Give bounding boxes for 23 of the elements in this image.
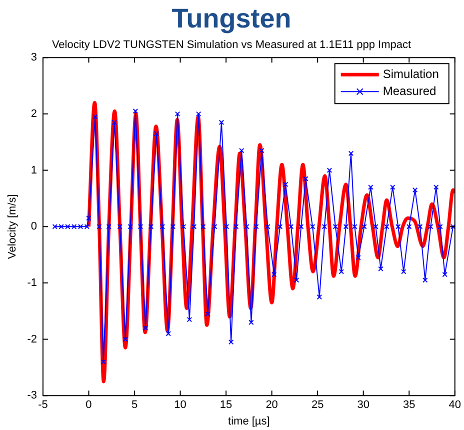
x-axis-title: time [µs] xyxy=(228,415,270,428)
y-tick-label: -3 xyxy=(27,390,37,402)
legend-label: Measured xyxy=(382,84,436,98)
y-tick-label: -1 xyxy=(27,276,37,289)
legend-label: Simulation xyxy=(382,66,439,81)
x-tick-label: 5 xyxy=(131,399,138,412)
x-tick-label: 0 xyxy=(86,399,92,412)
x-tick-label: 25 xyxy=(311,399,324,412)
x-tick-label: 15 xyxy=(220,399,232,412)
chart-title: Tungsten xyxy=(172,4,292,34)
y-tick-label: -2 xyxy=(27,333,37,346)
chart-subtitle: Velocity LDV2 TUNGSTEN Simulation vs Measured at 1.1E11 ppp Impact xyxy=(52,39,412,52)
x-tick-label: 10 xyxy=(174,399,186,412)
x-tick-label: 30 xyxy=(357,399,370,412)
x-tick-label: 35 xyxy=(402,399,416,412)
y-axis-title: Velocity [m/s] xyxy=(6,194,19,259)
y-tick-label: 1 xyxy=(30,164,37,176)
x-tick-label: 40 xyxy=(448,399,462,412)
y-tick-label: 0 xyxy=(30,220,37,233)
y-tick-label: 2 xyxy=(30,108,37,120)
x-tick-label: -5 xyxy=(38,399,48,412)
y-tick-label: 3 xyxy=(30,52,37,64)
x-tick-label: 20 xyxy=(266,399,278,412)
